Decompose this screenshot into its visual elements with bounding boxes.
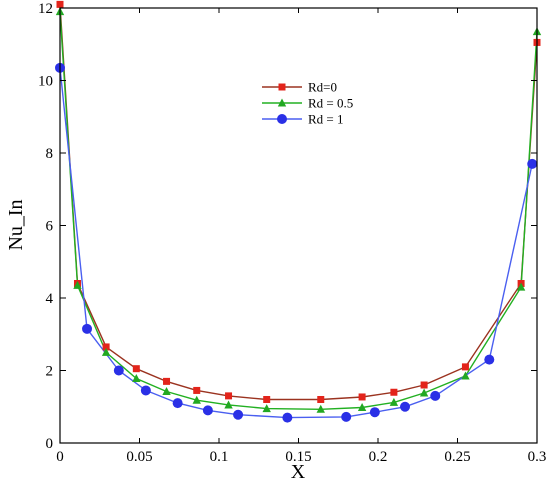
data-point-series-1 — [132, 365, 140, 373]
data-point-series-2 — [162, 387, 171, 396]
series-line-2 — [59, 11, 538, 410]
data-point-series-2 — [132, 373, 141, 382]
data-point-series-3 — [369, 407, 380, 418]
data-point-series-3 — [341, 411, 352, 422]
y-tick-label: 10 — [38, 74, 53, 90]
data-point-series-3 — [140, 385, 151, 396]
series-curves — [59, 4, 538, 419]
data-point-series-2 — [316, 404, 325, 413]
data-point-series-3 — [233, 409, 244, 420]
y-tick-label: 6 — [46, 219, 54, 235]
data-point-series-1 — [163, 377, 171, 385]
legend-label-1: Rd=0 — [308, 80, 337, 95]
legend-label-2: Rd = 0.5 — [308, 96, 353, 111]
data-point-series-2 — [419, 388, 429, 397]
data-point-series-1 — [263, 396, 271, 403]
data-point-series-2 — [262, 404, 271, 413]
legend-marker-3 — [277, 114, 287, 124]
y-tick-label: 2 — [46, 364, 54, 380]
series-line-3 — [59, 67, 533, 419]
data-point-series-3 — [113, 365, 124, 376]
y-tick-label: 12 — [38, 1, 53, 17]
x-tick-label: 0.3 — [528, 449, 547, 465]
data-point-series-3 — [527, 158, 538, 169]
legend-marker-2 — [277, 98, 287, 107]
data-point-series-3 — [400, 401, 411, 412]
data-point-series-3 — [172, 398, 183, 409]
data-point-series-1 — [461, 363, 469, 371]
data-point-series-2 — [461, 371, 470, 380]
x-tick-label: 0 — [56, 449, 64, 465]
data-point-series-1 — [420, 381, 428, 389]
x-tick-label: 0.15 — [285, 449, 311, 465]
data-point-series-3 — [430, 390, 441, 401]
data-point-series-1 — [358, 393, 366, 401]
x-axis-title: X — [291, 461, 306, 483]
y-tick-label: 8 — [46, 146, 54, 162]
data-point-series-2 — [101, 347, 111, 356]
data-point-series-1 — [225, 392, 233, 400]
x-tick-label: 0.2 — [369, 449, 388, 465]
series-markers — [55, 0, 542, 423]
data-point-series-1 — [56, 0, 64, 8]
data-point-series-1 — [102, 343, 110, 351]
x-tick-label: 0.25 — [444, 449, 470, 465]
data-point-series-2 — [192, 395, 201, 404]
data-point-series-2 — [389, 397, 399, 406]
x-axis: 0 0.05 0.1 0.15 0.2 0.25 0.3 — [56, 8, 546, 465]
data-point-series-3 — [282, 412, 293, 423]
legend-label-3: Rd = 1 — [308, 112, 344, 127]
legend-marker-1 — [278, 83, 286, 91]
series-line-1 — [59, 4, 538, 401]
data-point-series-1 — [193, 386, 201, 394]
data-point-series-2 — [357, 402, 367, 411]
data-point-series-3 — [202, 405, 213, 416]
data-point-series-2 — [73, 280, 82, 289]
y-axis-title: Nu_In — [5, 199, 27, 250]
x-tick-label: 0.05 — [126, 449, 152, 465]
y-axis: 0 2 4 6 8 10 12 — [38, 1, 537, 452]
y-tick-label: 4 — [46, 291, 54, 307]
data-point-series-1 — [317, 396, 325, 403]
data-point-series-1 — [390, 388, 398, 396]
data-point-series-2 — [516, 282, 526, 291]
data-point-series-3 — [82, 323, 93, 334]
data-point-series-3 — [484, 354, 495, 365]
legend: Rd=0Rd = 0.5Rd = 1 — [262, 80, 353, 127]
x-tick-label: 0.1 — [210, 449, 229, 465]
data-point-series-2 — [224, 400, 233, 409]
y-tick-label: 0 — [46, 436, 54, 452]
